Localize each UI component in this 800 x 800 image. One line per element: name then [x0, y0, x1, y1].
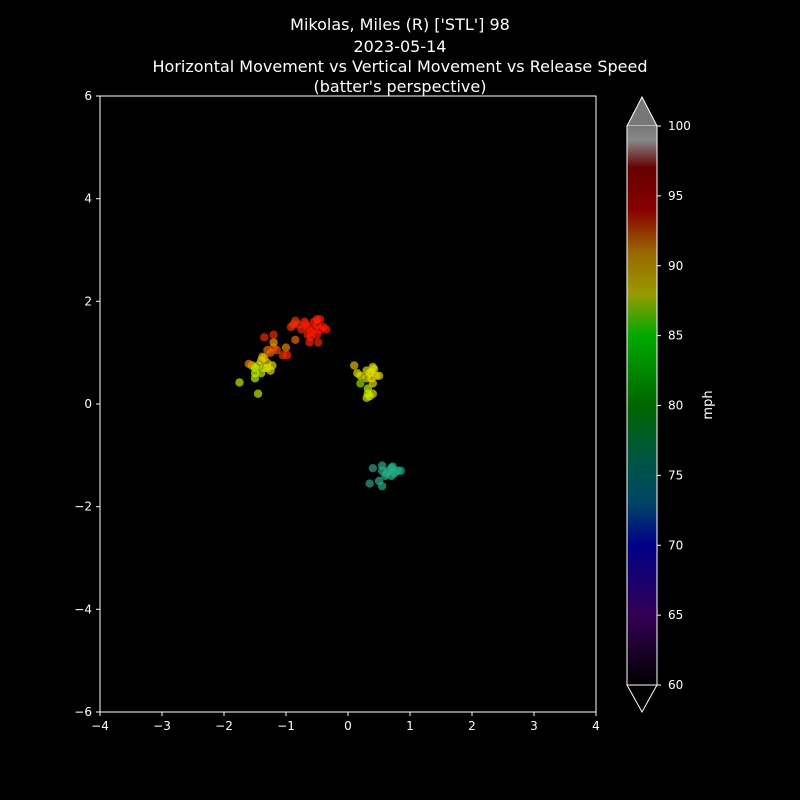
- pitch-point: [269, 330, 278, 339]
- colorbar-bottom-extension: [626, 684, 658, 714]
- pitch-point: [314, 338, 323, 347]
- pitch-point: [291, 316, 300, 326]
- pitch-point: [368, 389, 377, 398]
- colorbar-top-extension: [626, 95, 658, 127]
- chart-title-line-4: (batter's perspective): [314, 77, 487, 96]
- x-tick-label: 3: [530, 719, 538, 733]
- y-tick-label: 6: [84, 89, 92, 103]
- y-tick-label: −4: [74, 602, 92, 616]
- y-tick-label: −6: [74, 705, 92, 719]
- pitch-point: [374, 371, 384, 380]
- pitch-point: [260, 333, 269, 342]
- colorbar-tick-label: 85: [668, 329, 683, 343]
- pitch-point: [263, 345, 272, 355]
- pitch-point: [268, 361, 277, 370]
- pitch-point: [301, 320, 311, 329]
- x-tick-label: 1: [406, 719, 414, 733]
- y-axis: −6 −4 −2 0 2 4 6: [74, 89, 100, 719]
- colorbar: 60 65 70 75 80 85 90 95 100 mph: [626, 95, 716, 714]
- pitch-point: [305, 338, 314, 347]
- pitch-point: [235, 378, 244, 387]
- pitch-point: [388, 462, 397, 471]
- pitch-point: [382, 469, 391, 478]
- x-tick-label: −1: [277, 719, 295, 733]
- colorbar-tick-label: 90: [668, 259, 683, 273]
- x-tick-label: 2: [468, 719, 476, 733]
- colorbar-tick-label: 65: [668, 608, 683, 622]
- pitch-point: [365, 479, 374, 488]
- colorbar-ticks: 60 65 70 75 80 85 90 95 100: [657, 119, 691, 692]
- plot-frame: [99, 95, 597, 713]
- colorbar-tick-label: 75: [668, 468, 683, 482]
- x-tick-label: −3: [153, 719, 171, 733]
- pitch-point: [281, 343, 291, 352]
- pitch-point: [367, 367, 376, 377]
- x-tick-label: −2: [215, 719, 233, 733]
- chart-title-line-3: Horizontal Movement vs Vertical Movement…: [153, 57, 648, 76]
- colorbar-tick-label: 100: [668, 119, 691, 133]
- y-tick-label: 2: [84, 294, 92, 308]
- pitch-point: [253, 389, 263, 398]
- colorbar-tick-label: 80: [668, 399, 683, 413]
- points-layer: [235, 315, 405, 491]
- x-tick-label: −4: [91, 719, 109, 733]
- y-tick-label: 0: [84, 397, 92, 411]
- pitch-point: [312, 315, 322, 324]
- pitch-point: [368, 463, 377, 473]
- pitch-point: [396, 466, 405, 475]
- x-axis: −4 −3 −2 −1 0 1 2 3 4: [91, 712, 600, 733]
- pitch-point: [377, 481, 387, 491]
- pitch-point: [269, 338, 278, 347]
- y-tick-label: −2: [74, 500, 92, 514]
- pitch-point: [250, 374, 260, 383]
- colorbar-tick-label: 70: [668, 538, 683, 552]
- pitch-point: [356, 379, 365, 388]
- pitch-point: [286, 322, 296, 332]
- colorbar-tick-label: 60: [668, 678, 683, 692]
- chart-title-line-2: 2023-05-14: [354, 37, 447, 56]
- chart-title-line-1: Mikolas, Miles (R) ['STL'] 98: [290, 15, 510, 34]
- pitch-point: [350, 361, 359, 370]
- chart-title: Mikolas, Miles (R) ['STL'] 98 2023-05-14…: [153, 15, 648, 96]
- x-tick-label: 4: [592, 719, 600, 733]
- pitch-point: [291, 335, 300, 345]
- pitch-point: [322, 325, 331, 334]
- colorbar-label: mph: [701, 390, 716, 419]
- pitch-point: [258, 352, 267, 361]
- pitch-point: [303, 330, 312, 339]
- pitch-point: [260, 363, 269, 373]
- y-tick-label: 4: [84, 192, 92, 206]
- pitch-point: [362, 393, 371, 403]
- pitch-point: [244, 359, 253, 369]
- colorbar-tick-label: 95: [668, 189, 683, 203]
- pitch-point: [283, 351, 292, 360]
- x-tick-label: 0: [344, 719, 352, 733]
- colorbar-gradient: [627, 126, 657, 685]
- pitch-point: [362, 374, 371, 383]
- pitch-point: [315, 325, 325, 334]
